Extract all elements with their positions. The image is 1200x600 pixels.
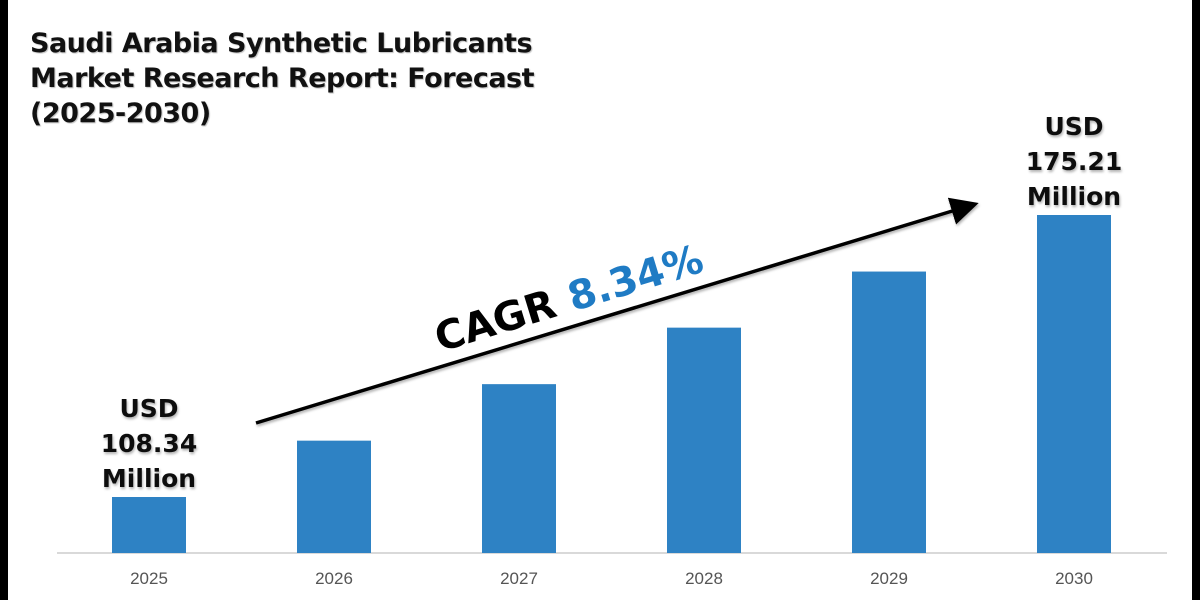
annotation-line: Million <box>1027 182 1121 211</box>
right-frame-border <box>1192 0 1200 600</box>
cagr-arrow <box>255 197 979 425</box>
x-tick-label: 2027 <box>500 569 538 588</box>
start-value-annotation: USD 108.34 Million <box>101 394 197 493</box>
x-tick-label: 2025 <box>130 569 168 588</box>
annotation-line: 108.34 <box>101 429 197 458</box>
annotation-line: 175.21 <box>1026 147 1122 176</box>
end-value-annotation: USD 175.21 Million <box>1026 112 1122 211</box>
x-tick-label: 2029 <box>870 569 908 588</box>
left-frame-border <box>0 0 8 600</box>
x-tick-label: 2030 <box>1055 569 1093 588</box>
bar-2025 <box>112 497 186 553</box>
annotation-line: Million <box>102 464 196 493</box>
bar-2027 <box>482 384 556 553</box>
chart-title: Saudi Arabia Synthetic Lubricants Market… <box>30 28 535 129</box>
annotation-line: USD <box>1044 112 1103 141</box>
bar-2030 <box>1037 215 1111 553</box>
bar-2026 <box>297 440 371 553</box>
x-tick-label: 2028 <box>685 569 723 588</box>
annotation-line: USD <box>119 394 178 423</box>
bar-2029 <box>852 271 926 553</box>
bar-2028 <box>667 327 741 553</box>
x-tick-label: 2026 <box>315 569 353 588</box>
